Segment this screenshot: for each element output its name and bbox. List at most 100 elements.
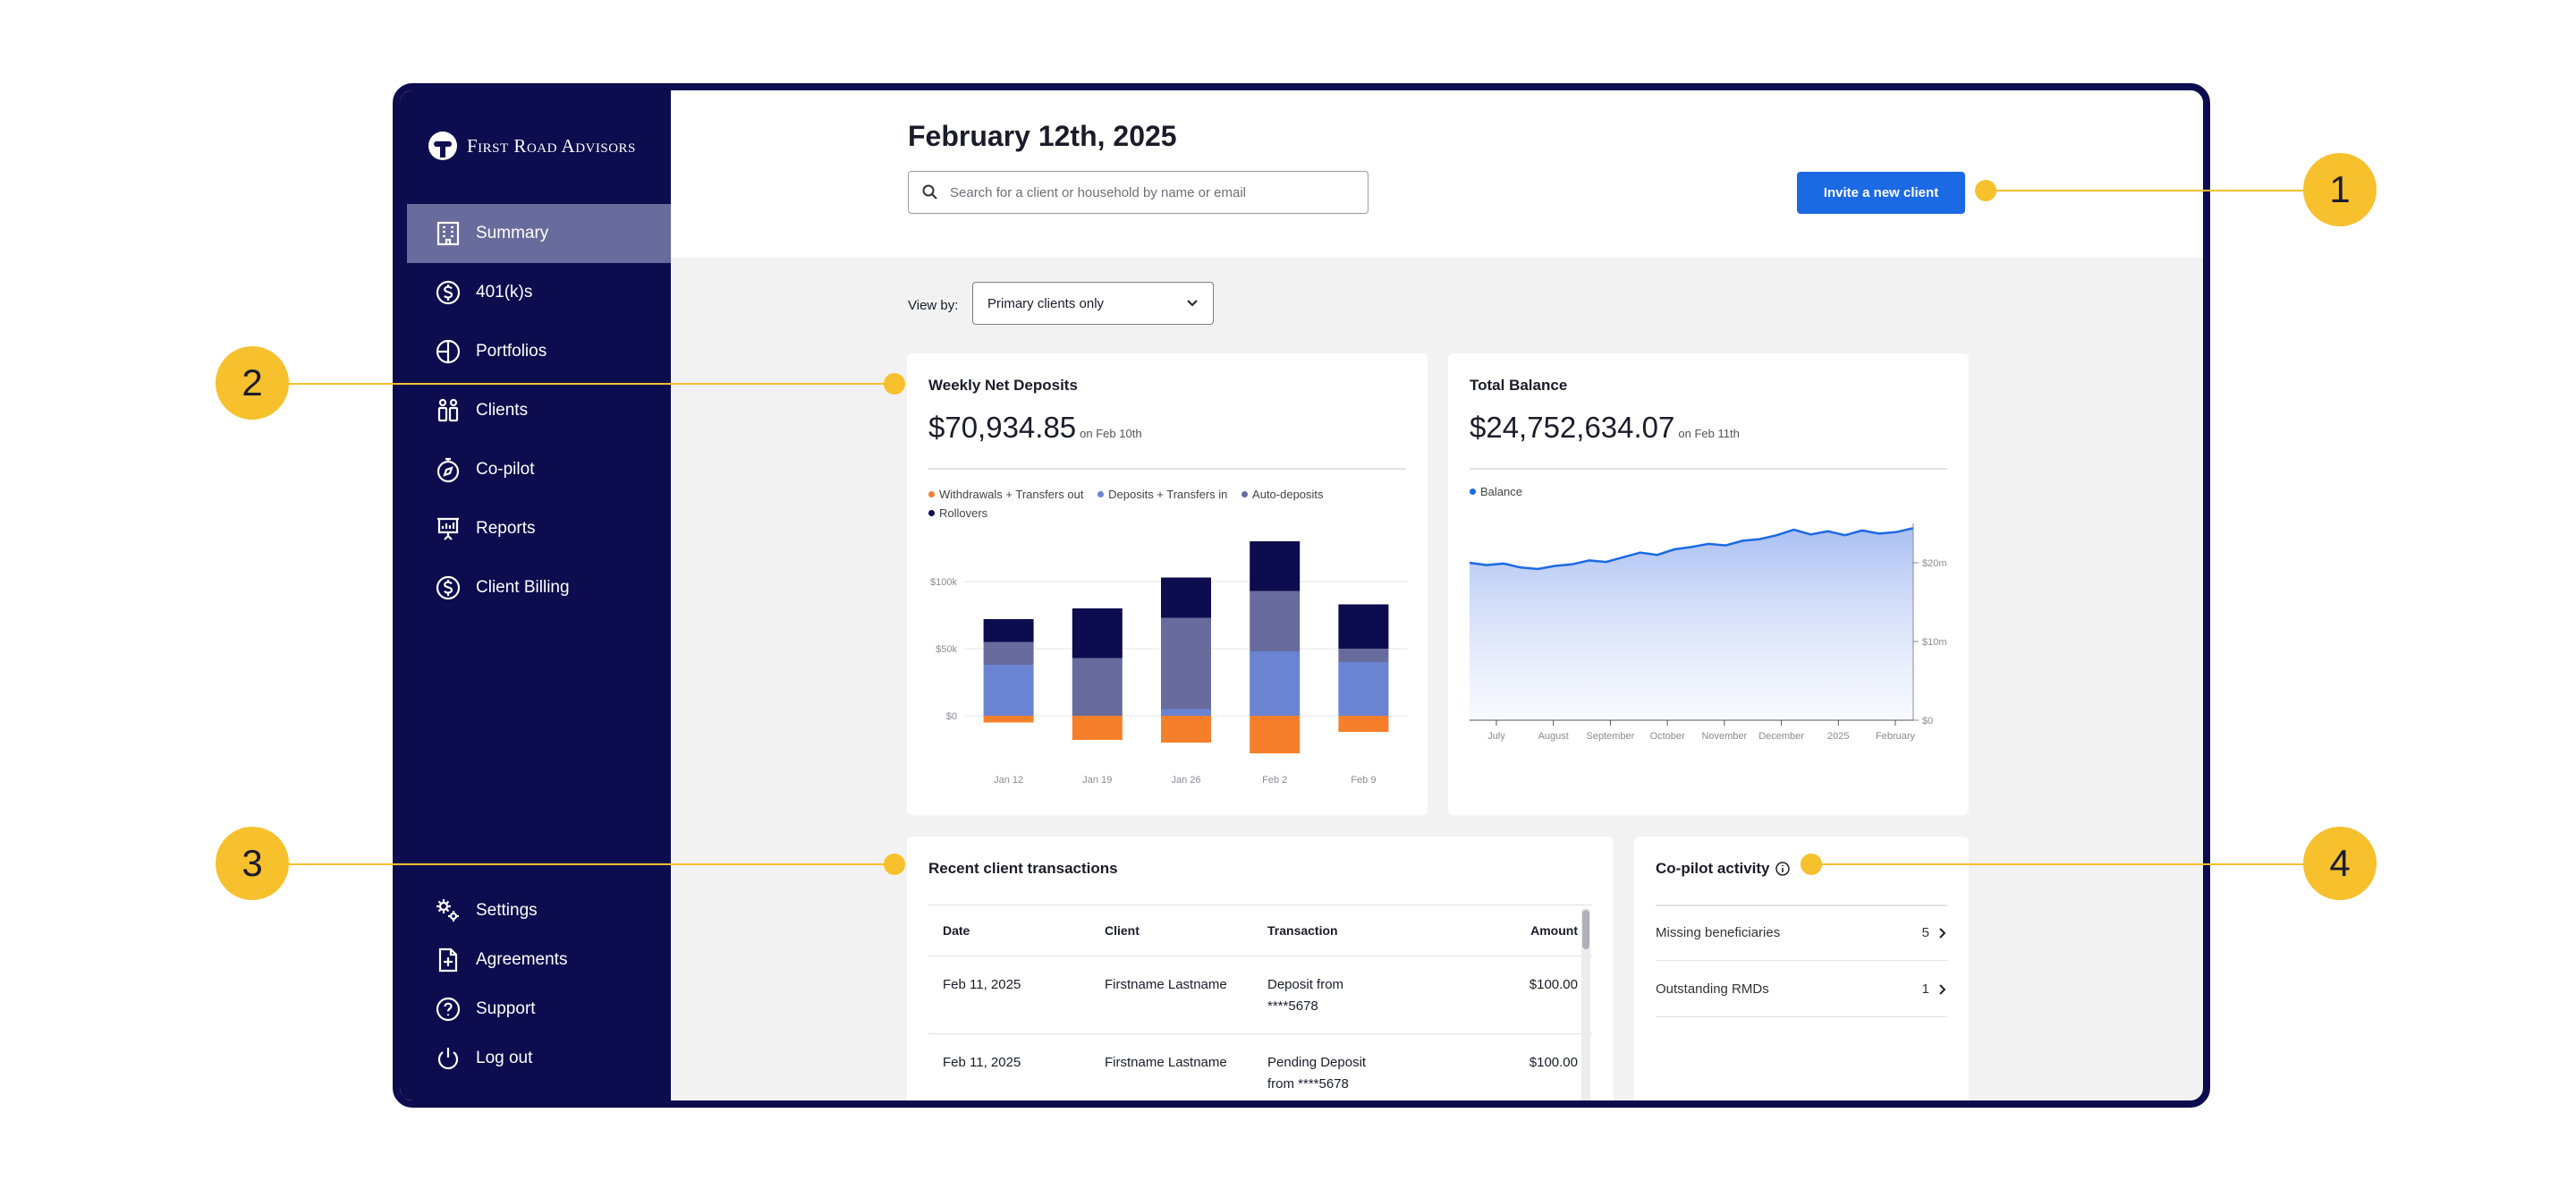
road-sign-icon bbox=[428, 132, 457, 160]
sidebar-item-support[interactable]: Support bbox=[407, 985, 671, 1033]
divider bbox=[1656, 905, 1947, 906]
brand-name: First Road Advisors bbox=[467, 134, 636, 157]
view-by-value: Primary clients only bbox=[987, 295, 1105, 311]
weekly-net-deposits-card: Weekly Net Deposits $70,934.85 on Feb 10t… bbox=[907, 353, 1428, 815]
card-title: Total Balance bbox=[1470, 377, 1568, 394]
card-title: Recent client transactions bbox=[928, 860, 1118, 877]
x-tick-label: 2025 bbox=[1827, 731, 1849, 742]
legend-label: Auto-deposits bbox=[1252, 488, 1324, 501]
row-count: 5 bbox=[1922, 925, 1947, 940]
bar-segment bbox=[1161, 716, 1211, 743]
sidebar-item-clients[interactable]: Clients bbox=[407, 381, 671, 440]
co-pilot-row-outstanding-rmds[interactable]: Outstanding RMDs 1 bbox=[1656, 962, 1947, 1017]
column-header-amount[interactable]: Amount bbox=[1450, 905, 1592, 956]
callout-line-3 bbox=[259, 863, 896, 865]
invite-client-button[interactable]: Invite a new client bbox=[1797, 172, 1965, 214]
sidebar-item-summary[interactable]: Summary bbox=[407, 204, 671, 263]
view-by-select[interactable]: Primary clients only bbox=[972, 282, 1214, 325]
callout-badge-3: 3 bbox=[216, 827, 289, 900]
presentation-icon bbox=[437, 517, 459, 540]
sidebar-item-label: Summary bbox=[476, 224, 549, 242]
legend-item: Withdrawals + Transfers out bbox=[928, 488, 1083, 501]
question-circle-icon bbox=[436, 997, 461, 1022]
search-input[interactable] bbox=[950, 184, 1343, 200]
sidebar-item-label: Settings bbox=[476, 901, 538, 920]
table-row[interactable]: Feb 11, 2025 Firstname Lastname Pending … bbox=[928, 1033, 1592, 1100]
legend-swatch bbox=[928, 491, 935, 497]
callout-dot-4 bbox=[1801, 854, 1822, 875]
sidebar-item-label: Co-pilot bbox=[476, 460, 535, 479]
sidebar-item-client-billing[interactable]: Client Billing bbox=[407, 558, 671, 617]
x-tick-label: July bbox=[1487, 731, 1505, 742]
bar-segment bbox=[1161, 617, 1211, 709]
bar-segment bbox=[1161, 577, 1211, 618]
card-title: Co-pilot activity bbox=[1656, 860, 1791, 878]
sidebar-item-reports[interactable]: Reports bbox=[407, 499, 671, 558]
bar-segment bbox=[983, 619, 1034, 642]
bar-segment bbox=[983, 665, 1034, 716]
weekly-deposits-chart: $100k $50k $0 Jan 12 Jan 19 Jan 26 Feb 2 Feb 9 bbox=[930, 541, 1408, 786]
sidebar-item-log-out[interactable]: Log out bbox=[407, 1034, 671, 1083]
callout-line-2 bbox=[259, 383, 896, 385]
view-by-label: View by: bbox=[908, 298, 959, 313]
cell-client: Firstname Lastname bbox=[1090, 956, 1253, 1034]
y-tick-label: $100k bbox=[930, 577, 957, 588]
page-header: February 12th, 2025 Invite a new client bbox=[671, 90, 2203, 258]
chart-legend: Withdrawals + Transfers out Deposits + T… bbox=[928, 485, 1411, 523]
sidebar-item-co-pilot[interactable]: Co-pilot bbox=[407, 440, 671, 499]
total-balance-chart: $20m $10m $0 July August September October Nove… bbox=[1469, 523, 1947, 742]
table-header-row: Date Client Transaction Amount bbox=[928, 905, 1592, 956]
x-tick-label: Feb 2 bbox=[1262, 775, 1287, 786]
sidebar-item-settings[interactable]: Settings bbox=[407, 887, 671, 935]
sidebar-item-label: Reports bbox=[476, 519, 536, 538]
search-icon bbox=[922, 184, 937, 200]
table-row[interactable]: Feb 11, 2025 Firstname Lastname Deposit … bbox=[928, 956, 1592, 1034]
amount-value: $24,752,634.07 bbox=[1470, 411, 1675, 444]
brand-logo[interactable]: First Road Advisors bbox=[428, 132, 636, 160]
column-header-date[interactable]: Date bbox=[928, 905, 1090, 956]
sidebar-item-agreements[interactable]: Agreements bbox=[407, 936, 671, 984]
callout-dot-3 bbox=[884, 854, 905, 875]
legend-item: Auto-deposits bbox=[1241, 488, 1324, 501]
callout-badge-1: 1 bbox=[2303, 153, 2377, 226]
power-icon bbox=[437, 1048, 459, 1070]
callout-badge-4: 4 bbox=[2303, 827, 2377, 900]
sidebar-item-label: Agreements bbox=[476, 950, 568, 969]
cell-transaction: Pending Deposit from ****5678 bbox=[1253, 1033, 1450, 1100]
cell-amount: $100.00 bbox=[1450, 956, 1592, 1034]
y-tick-label: $10m bbox=[1922, 637, 1947, 648]
y-tick-label: $50k bbox=[936, 644, 957, 655]
amount-value: $70,934.85 bbox=[928, 411, 1077, 444]
bar-segment bbox=[1250, 651, 1301, 716]
dollar-circle-icon bbox=[436, 280, 461, 305]
building-icon bbox=[436, 221, 460, 246]
y-tick-label: $0 bbox=[946, 711, 957, 722]
bar-segment bbox=[1072, 716, 1123, 740]
bar-segment bbox=[1338, 604, 1389, 649]
legend-label: Deposits + Transfers in bbox=[1108, 488, 1228, 501]
sidebar: First Road Advisors Summary 401(k)s Port… bbox=[400, 90, 671, 1100]
total-amount: $24,752,634.07 on Feb 11th bbox=[1470, 411, 1740, 445]
sidebar-item-portfolios[interactable]: Portfolios bbox=[407, 322, 671, 381]
x-tick-label: December bbox=[1758, 731, 1804, 742]
sidebar-item-401ks[interactable]: 401(k)s bbox=[407, 263, 671, 322]
row-count: 1 bbox=[1922, 981, 1947, 997]
balance-area bbox=[1470, 528, 1913, 720]
table-scrollbar[interactable] bbox=[1581, 908, 1590, 1100]
x-tick-label: Jan 26 bbox=[1171, 775, 1200, 786]
compass-icon bbox=[436, 457, 460, 483]
column-header-client[interactable]: Client bbox=[1090, 905, 1253, 956]
legend-item: Balance bbox=[1470, 485, 1522, 498]
dollar-circle-icon bbox=[436, 575, 461, 600]
column-header-transaction[interactable]: Transaction bbox=[1253, 905, 1450, 956]
search-box[interactable] bbox=[908, 171, 1368, 214]
bar-segment bbox=[1250, 590, 1301, 651]
cell-date: Feb 11, 2025 bbox=[928, 956, 1090, 1034]
people-icon bbox=[437, 398, 459, 422]
y-tick-label: $0 bbox=[1922, 716, 1933, 726]
co-pilot-row-missing-beneficiaries[interactable]: Missing beneficiaries 5 bbox=[1656, 905, 1947, 961]
callout-line-1 bbox=[1986, 190, 2326, 191]
info-icon[interactable] bbox=[1775, 861, 1791, 877]
page-title: February 12th, 2025 bbox=[908, 120, 1177, 152]
gears-icon bbox=[436, 899, 459, 922]
